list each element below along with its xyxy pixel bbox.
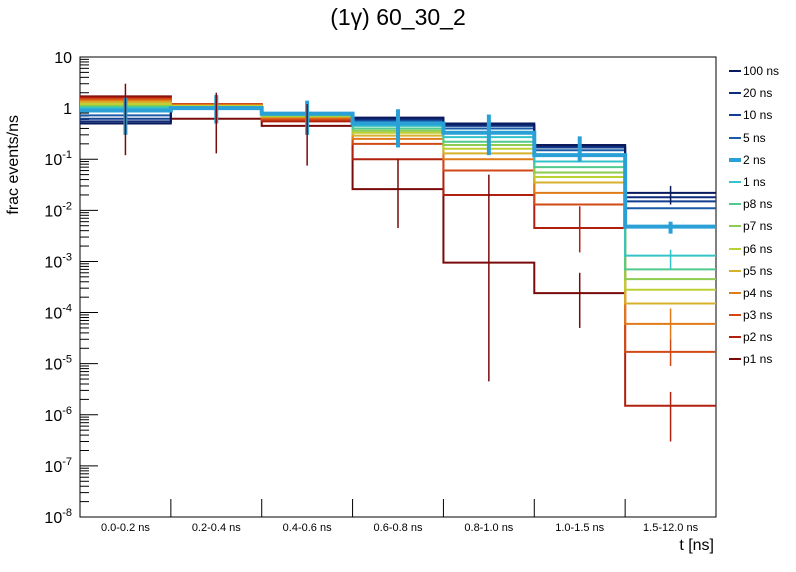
y-tick-label: 1	[63, 101, 72, 118]
legend-swatch	[729, 247, 741, 250]
error-bars	[123, 83, 673, 442]
legend-swatch	[729, 269, 741, 272]
legend-swatch	[729, 180, 741, 183]
legend-item: 100 ns	[726, 60, 796, 82]
y-tick-label: 10-6	[44, 405, 72, 425]
legend-label: p1 ns	[743, 352, 773, 367]
legend-item: 1 ns	[726, 171, 796, 193]
plot-frame	[79, 56, 717, 518]
legend-swatch	[729, 358, 741, 361]
legend-label: 10 ns	[743, 108, 773, 123]
legend-swatch	[729, 291, 741, 294]
y-tick-label: 10-1	[44, 149, 72, 169]
legend-label: p4 ns	[743, 285, 773, 300]
legend-label: 1 ns	[743, 174, 766, 189]
y-tick-label: 10-7	[44, 456, 72, 476]
y-tick-label: 10-8	[44, 507, 72, 527]
legend-item: p5 ns	[726, 260, 796, 282]
legend-label: 100 ns	[743, 64, 780, 78]
x-tick-label: 0.4-0.6 ns	[283, 522, 332, 534]
legend-label: p6 ns	[743, 241, 773, 256]
legend-item: p7 ns	[726, 215, 796, 237]
legend: 100 ns 20 ns 10 ns 5 ns 2 ns 1 ns p8 ns p7 ns p6…	[726, 60, 796, 371]
legend-swatch	[729, 92, 741, 95]
legend-swatch	[729, 203, 741, 206]
legend-item: 20 ns	[726, 82, 796, 104]
legend-item: 5 ns	[726, 127, 796, 149]
legend-label: p2 ns	[743, 330, 773, 345]
legend-item: p1 ns	[726, 348, 796, 370]
y-axis-ticks	[80, 56, 98, 518]
legend-item: 2 ns	[726, 149, 796, 171]
x-axis-ticks	[170, 499, 626, 517]
x-tick-label: 1.0-1.5 ns	[555, 522, 604, 534]
y-axis-label: frac events/ns	[5, 115, 22, 215]
x-tick-label: 0.2-0.4 ns	[192, 522, 241, 534]
legend-item: p3 ns	[726, 304, 796, 326]
legend-swatch	[729, 114, 741, 117]
legend-swatch	[729, 70, 741, 72]
legend-label: 2 ns	[743, 152, 766, 167]
legend-item: p4 ns	[726, 282, 796, 304]
legend-label: p7 ns	[743, 219, 773, 234]
y-tick-label: 10-2	[44, 200, 72, 220]
legend-label: p8 ns	[743, 197, 773, 212]
legend-item: 10 ns	[726, 104, 796, 126]
x-tick-label: 0.6-0.8 ns	[374, 522, 423, 534]
legend-label: p3 ns	[743, 308, 773, 323]
legend-label: 20 ns	[743, 86, 773, 101]
y-tick-label: 10-4	[44, 303, 72, 323]
legend-swatch	[729, 314, 741, 317]
legend-label: p5 ns	[743, 263, 773, 278]
y-tick-label: 10-5	[44, 354, 72, 374]
x-tick-label: 1.5-12.0 ns	[643, 522, 699, 534]
legend-swatch	[729, 136, 741, 139]
x-axis-label: t [ns]	[679, 537, 714, 554]
legend-item: p2 ns	[726, 326, 796, 348]
legend-item: p8 ns	[726, 193, 796, 215]
chart-title: (1γ) 60_30_2	[330, 4, 466, 30]
legend-item: p6 ns	[726, 238, 796, 260]
legend-swatch	[729, 336, 741, 339]
y-tick-label: 10	[54, 50, 72, 67]
x-tick-label: 0.8-1.0 ns	[464, 522, 513, 534]
legend-label: 5 ns	[743, 130, 766, 145]
legend-swatch	[729, 157, 741, 162]
y-tick-label: 10-3	[44, 251, 72, 271]
x-tick-label: 0.0-0.2 ns	[101, 522, 150, 534]
legend-swatch	[729, 225, 741, 228]
